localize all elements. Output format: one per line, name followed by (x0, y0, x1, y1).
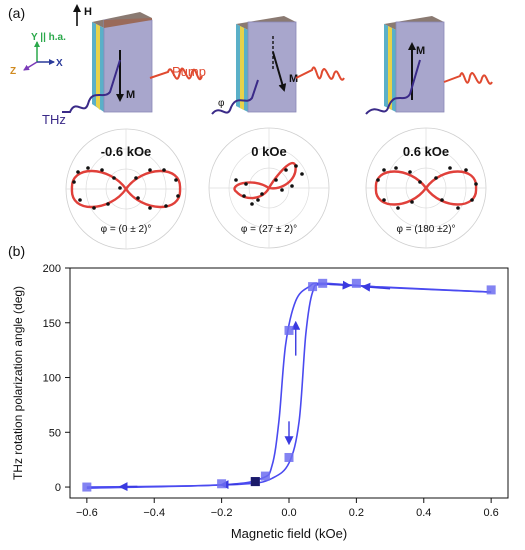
data-point (284, 452, 294, 462)
panel-a-label: (a) (8, 5, 25, 21)
y-axis-ticks: 0 50 100 150 200 (43, 263, 70, 494)
panel-b-label: (b) (8, 243, 25, 259)
x-tick-label: −0.6 (76, 507, 98, 519)
y-tick-label: 50 (49, 427, 61, 439)
data-point (260, 471, 270, 481)
data-point (284, 325, 294, 335)
x-tick-label: −0.4 (143, 507, 165, 519)
x-tick-label: 0.6 (484, 507, 499, 519)
thz-label: THz (42, 112, 66, 127)
x-tick-label: −0.2 (211, 507, 233, 519)
sample-block-1: M (62, 12, 203, 113)
highlight-point (250, 477, 260, 487)
polar-2-angle: φ = (27 ± 2)° (241, 224, 297, 235)
panel-a: (a) H Y || h.a. X Z M Pump THz (8, 4, 493, 250)
m-label-2: M (289, 73, 298, 85)
sweep-direction-arrow (329, 280, 352, 290)
polar-plot-3: 0.6 kOe φ = (180 ±2)° (365, 127, 487, 249)
x-axis-label: Magnetic field (kOe) (231, 526, 347, 541)
data-point (486, 285, 496, 295)
phi-label: φ (218, 98, 225, 109)
x-tick-label: 0.0 (281, 507, 296, 519)
z-axis-arrow (23, 61, 38, 71)
y-tick-label: 0 (55, 482, 61, 494)
polar-1-angle: φ = (0 ± 2)° (101, 224, 152, 235)
polar-1-field: -0.6 kOe (101, 144, 152, 159)
panel-b: (b) −0.6 −0.4 −0.2 0.0 0.2 0.4 0.6 0 50 100 150 20… (8, 243, 509, 541)
x-tick-label: 0.4 (416, 507, 431, 519)
y-axis-tag: Y || h.a. (31, 32, 66, 43)
polar-plot-1: -0.6 kOe φ = (0 ± 2)° (65, 128, 187, 250)
m-label-3: M (416, 45, 425, 57)
y-axis-label: THz rotation polarization angle (deg) (11, 286, 25, 480)
polar-2-field: 0 kOe (251, 144, 286, 159)
data-points (82, 278, 496, 492)
sample-block-3: M (365, 16, 493, 115)
y-tick-label: 100 (43, 373, 61, 385)
x-axis-ticks: −0.6 −0.4 −0.2 0.0 0.2 0.4 0.6 (76, 498, 499, 519)
x-tick-label: 0.2 (349, 507, 364, 519)
data-point (318, 278, 328, 288)
data-point (308, 282, 318, 292)
data-point (82, 482, 92, 492)
polar-3-field: 0.6 kOe (403, 144, 449, 159)
polar-3-angle: φ = (180 ±2)° (396, 224, 455, 235)
data-point (217, 479, 227, 489)
x-axis-tag: X (56, 58, 63, 69)
z-axis-tag: Z (10, 66, 16, 77)
data-point (351, 278, 361, 288)
pump-label: Pump (172, 64, 206, 79)
polar-plot-2: 0 kOe φ = (27 ± 2)° (208, 127, 330, 249)
sample-block-2: M (211, 16, 345, 115)
y-tick-label: 150 (43, 318, 61, 330)
h-field-label: H (84, 6, 92, 18)
sweep-direction-arrow (361, 282, 391, 292)
y-tick-label: 200 (43, 263, 61, 275)
m-label-1: M (126, 89, 135, 101)
